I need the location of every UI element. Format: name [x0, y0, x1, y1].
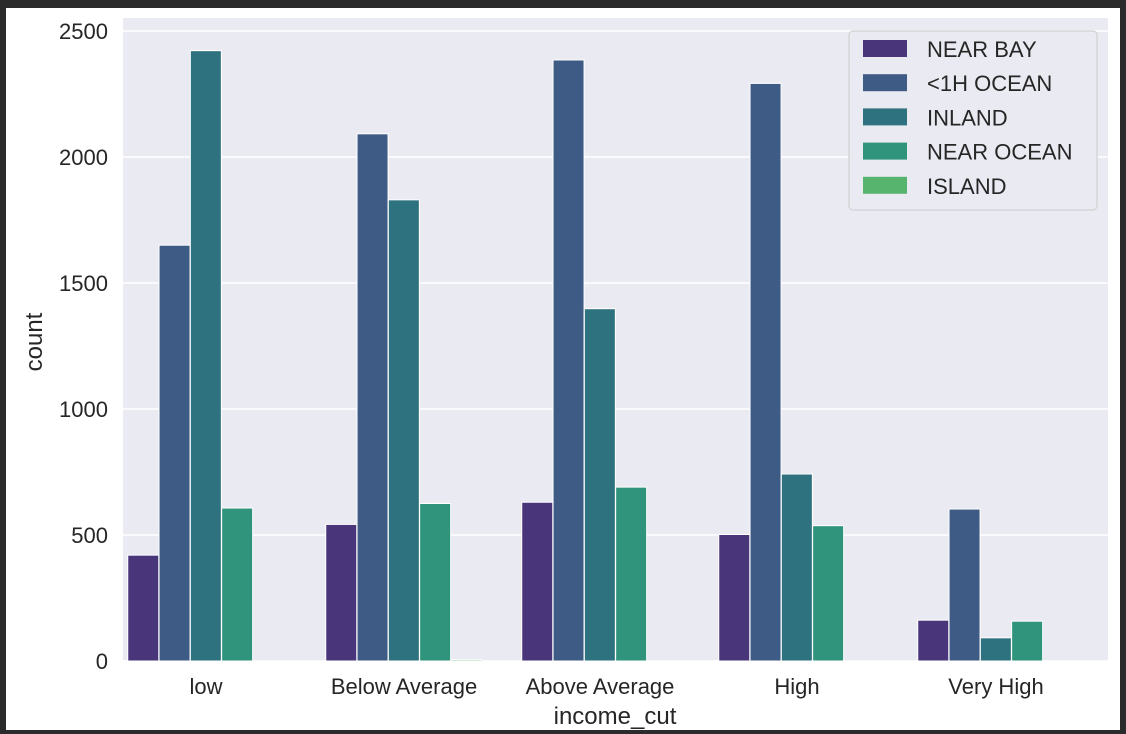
- legend-swatch: [863, 108, 907, 126]
- bar-near-ocean-below-average: [419, 503, 452, 662]
- y-tick-labels: 0 500 1000 1500 2000 2500: [59, 19, 108, 674]
- x-tick-labels: low Below Average Above Average High Very Hi…: [189, 674, 1043, 699]
- legend-label: <1H OCEAN: [927, 71, 1052, 96]
- legend-swatch: [863, 74, 907, 92]
- bar-near-bay-very-high: [917, 619, 950, 662]
- x-tick-label: High: [774, 674, 819, 699]
- bar-inland-high: [780, 473, 813, 662]
- y-tick-label: 2000: [59, 145, 108, 170]
- legend-swatch: [863, 142, 907, 160]
- bar-near-bay-below-average: [325, 523, 358, 662]
- legend-swatch: [863, 176, 907, 194]
- bar-near-ocean-low: [221, 507, 254, 662]
- x-tick-label: low: [189, 674, 222, 699]
- y-tick-label: 1500: [59, 271, 108, 296]
- bar--1h-ocean-above-average: [552, 59, 585, 662]
- legend: NEAR BAY <1H OCEAN INLAND NEAR OCEAN ISLAND: [848, 30, 1098, 211]
- bar-near-bay-high: [718, 533, 751, 662]
- y-tick-label: 0: [96, 649, 108, 674]
- bar--1h-ocean-very-high: [948, 508, 981, 662]
- y-axis-title: count: [21, 312, 48, 371]
- bar-inland-below-average: [387, 199, 420, 662]
- bar-near-ocean-very-high: [1011, 620, 1044, 662]
- bar-near-bay-above-average: [521, 501, 554, 662]
- bar-inland-above-average: [583, 308, 616, 662]
- legend-label: ISLAND: [927, 174, 1006, 199]
- bar-inland-very-high: [979, 637, 1012, 662]
- x-tick-label: Above Average: [526, 674, 675, 699]
- bar-inland-low: [189, 50, 222, 662]
- bar-near-ocean-high: [812, 525, 845, 662]
- x-tick-label: Below Average: [331, 674, 477, 699]
- bar-near-ocean-above-average: [615, 486, 648, 662]
- legend-label: NEAR OCEAN: [927, 140, 1072, 165]
- bar-island-below-average: [450, 659, 483, 662]
- y-tick-label: 2500: [59, 19, 108, 44]
- legend-swatch: [863, 40, 907, 57]
- legend-box: [848, 30, 1098, 211]
- bar--1h-ocean-high: [749, 82, 782, 662]
- x-tick-label: Very High: [948, 674, 1043, 699]
- bar-near-bay-low: [127, 554, 160, 662]
- x-axis-title: income_cut: [554, 703, 677, 730]
- bar--1h-ocean-low: [158, 244, 191, 662]
- legend-label: INLAND: [927, 105, 1008, 130]
- y-tick-label: 1000: [59, 397, 108, 422]
- y-tick-label: 500: [71, 523, 108, 548]
- bar--1h-ocean-below-average: [356, 133, 389, 662]
- bars: [127, 50, 1044, 662]
- legend-label: NEAR BAY: [927, 37, 1037, 62]
